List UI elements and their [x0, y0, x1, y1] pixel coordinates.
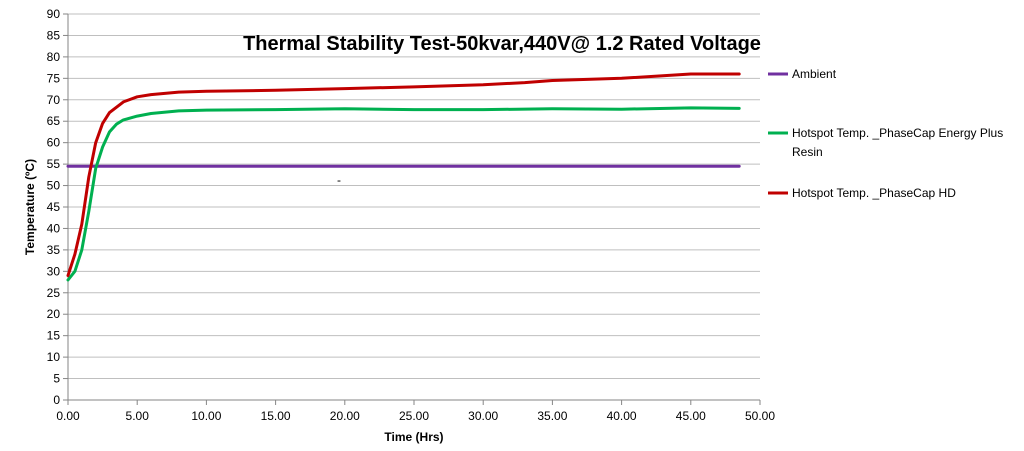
y-tick-label: 15: [47, 329, 61, 343]
y-axis-title: Temperature (ºC): [23, 159, 37, 255]
y-tick-label: 60: [47, 136, 61, 150]
annotation-dash: -: [337, 173, 341, 187]
x-tick-label: 0.00: [56, 409, 80, 423]
y-tick-label: 65: [47, 114, 61, 128]
y-tick-label: 55: [47, 157, 61, 171]
y-tick-label: 90: [47, 7, 61, 21]
y-tick-labels: 0 5 10 15 20 25 30 35 40 45 50 55 60 65 70 75 80 85 90: [47, 7, 68, 407]
x-tick-label: 10.00: [191, 409, 221, 423]
y-tick-label: 85: [47, 28, 61, 42]
y-tick-label: 20: [47, 307, 61, 321]
legend-label-2: Hotspot Temp. _PhaseCap Energy Plus Resin: [792, 126, 1003, 159]
x-tick-label: 30.00: [468, 409, 498, 423]
y-tick-label: 70: [47, 93, 61, 107]
x-tick-label: 15.00: [261, 409, 291, 423]
y-tick-label: 35: [47, 243, 61, 257]
grid-lines: [68, 13, 760, 401]
legend-label-3: Hotspot Temp. _PhaseCap HD: [792, 186, 956, 200]
x-tick-label: 40.00: [607, 409, 637, 423]
x-tick-label: 25.00: [399, 409, 429, 423]
x-tick-label: 50.00: [745, 409, 775, 423]
series-lines: [66, 72, 741, 282]
y-tick-label: 45: [47, 200, 61, 214]
y-tick-label: 0: [53, 393, 60, 407]
y-tick-label: 50: [47, 179, 61, 193]
x-tick-label: 20.00: [330, 409, 360, 423]
y-tick-label: 40: [47, 221, 61, 235]
x-tick-label: 35.00: [537, 409, 567, 423]
axes: [67, 14, 760, 401]
chart-title: Thermal Stability Test-50kvar,440V@ 1.2 …: [243, 33, 761, 55]
x-tick-label: 5.00: [126, 409, 150, 423]
y-tick-label: 25: [47, 286, 61, 300]
x-tick-labels: 0.00 5.00 10.00 15.00 20.00 25.00 30.00 35.00 40…: [56, 400, 775, 423]
legend: Ambient Hotspot Temp. _PhaseCap Energy Pl…: [768, 67, 1003, 200]
x-tick-label: 45.00: [676, 409, 706, 423]
series-line-2: [66, 106, 741, 282]
y-tick-label: 30: [47, 264, 61, 278]
legend-label-1: Ambient: [792, 67, 837, 81]
y-tick-label: 10: [47, 350, 61, 364]
x-axis-title: Time (Hrs): [384, 430, 443, 444]
y-tick-label: 75: [47, 71, 61, 85]
series-line-3: [66, 72, 741, 278]
y-tick-label: 80: [47, 50, 61, 64]
y-tick-label: 5: [53, 372, 60, 386]
